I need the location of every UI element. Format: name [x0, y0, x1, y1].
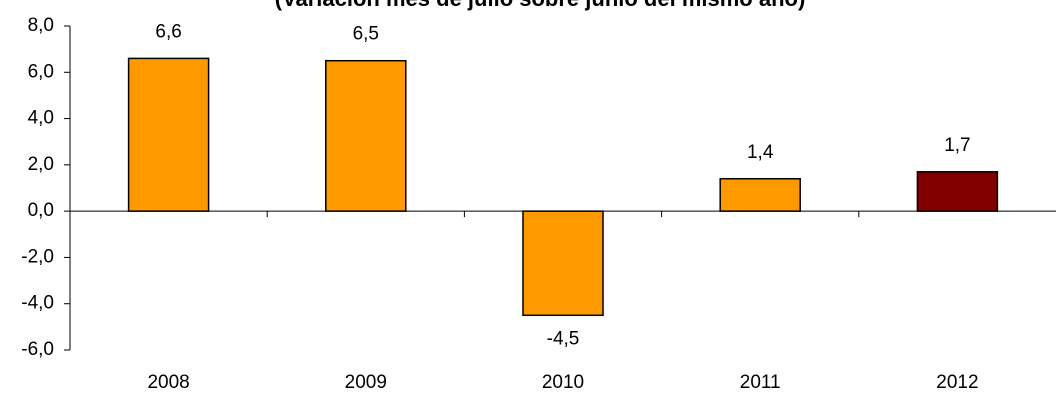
y-tick-label: 6,0: [28, 61, 54, 82]
data-label: -4,5: [547, 328, 580, 349]
data-label: 6,5: [353, 24, 379, 45]
y-tick-label: 8,0: [28, 15, 54, 36]
bars-group: [127, 57, 999, 317]
y-tick-label: -4,0: [21, 293, 54, 314]
y-tick-label: 4,0: [28, 108, 54, 129]
category-label: 2010: [542, 372, 584, 393]
data-label: 1,7: [944, 135, 970, 156]
y-tick-label: -6,0: [21, 339, 54, 360]
labels-group: 6,6 2008 6,5 2009 -4,5 2010 1,4 2011 1,7 2012: [147, 21, 978, 393]
bar-2011: [719, 177, 801, 212]
category-label: 2012: [936, 372, 978, 393]
category-label: 2008: [147, 372, 189, 393]
data-label: 1,4: [747, 142, 774, 163]
y-tick-label: 0,0: [28, 200, 54, 221]
y-tick-label: 2,0: [28, 154, 54, 175]
chart-title: (Variación mes de julio sobre junio del …: [275, 0, 806, 11]
bar-2009: [325, 59, 407, 212]
category-label: 2011: [740, 372, 781, 393]
bar-2012: [916, 171, 999, 212]
y-tick-label: -2,0: [21, 246, 54, 267]
bar-2010: [522, 210, 604, 317]
bar-2008: [127, 57, 210, 212]
category-label: 2009: [345, 372, 387, 393]
data-label: 6,6: [155, 21, 181, 42]
